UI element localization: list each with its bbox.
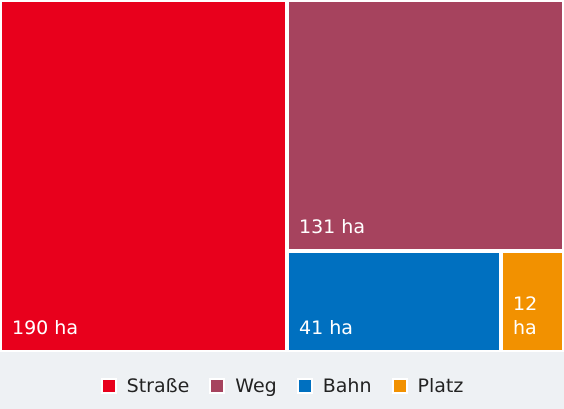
legend-swatch <box>296 378 313 394</box>
legend-label: Bahn <box>322 375 372 397</box>
legend-swatch <box>209 378 226 394</box>
legend-item-straße: Straße <box>100 375 190 397</box>
legend-item-bahn: Bahn <box>296 375 372 397</box>
legend-swatch <box>391 378 408 394</box>
treemap-tile-label: 131 ha <box>299 216 365 238</box>
legend-item-weg: Weg <box>209 375 277 397</box>
legend-label: Straße <box>126 375 190 397</box>
chart-legend: Straße Weg Bahn Platz <box>0 372 564 400</box>
treemap-tile-platz: 12 ha <box>503 253 562 350</box>
treemap-tile-straße: 190 ha <box>2 2 285 350</box>
treemap-tile-label: 190 ha <box>12 317 78 339</box>
treemap-tile-label: 41 ha <box>299 317 353 339</box>
treemap-chart: 190 ha 131 ha 41 ha 12 ha <box>0 0 564 352</box>
treemap-tile-weg: 131 ha <box>289 2 562 249</box>
legend-label: Weg <box>235 375 277 397</box>
treemap-tile-bahn: 41 ha <box>289 253 499 350</box>
legend-label: Platz <box>417 375 464 397</box>
treemap-tile-label: 12 ha <box>513 293 538 339</box>
legend-swatch <box>100 378 117 394</box>
legend-item-platz: Platz <box>391 375 464 397</box>
